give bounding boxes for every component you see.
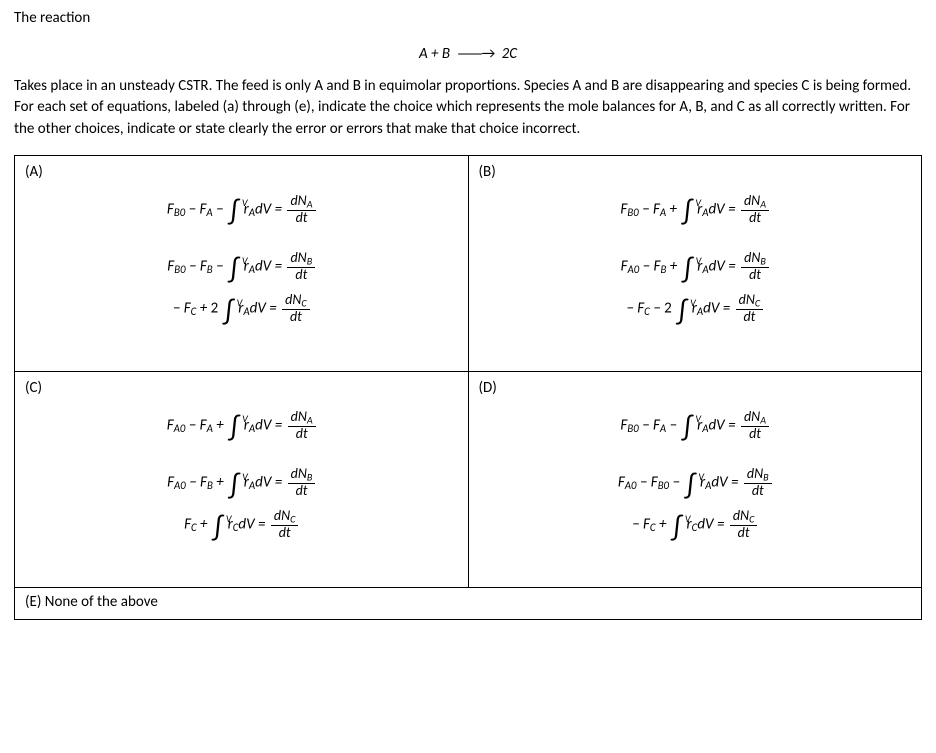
integral-icon: ∫V: [229, 203, 239, 220]
option-A-cell: (A) FB0 − FA − ∫V rAdV =: [15, 155, 469, 371]
reaction-equation: A + B ⸺→ 2C: [14, 44, 922, 66]
option-B-cell: (B) FB0 − FA + ∫V rAdV =: [468, 155, 922, 371]
integral-icon: ∫V: [682, 203, 692, 220]
fraction: dNA dt: [741, 410, 769, 442]
intro-body: Takes place in an unsteady CSTR. The fee…: [14, 76, 914, 141]
option-B-label: (B): [479, 162, 912, 184]
reaction-right: 2C: [502, 45, 517, 63]
eq-C1: FA0 − FA + ∫V rAdV = dNA dt: [167, 410, 316, 442]
integral-icon: ∫V: [682, 419, 692, 436]
eq-A3: − FC + 2 ∫V rAdV = dNC dt: [173, 293, 310, 325]
integral-icon: ∫V: [672, 519, 682, 536]
integral-icon: ∫V: [229, 261, 239, 278]
eq-C2: FA0 − FB + ∫V rAdV = dNB dt: [167, 467, 315, 499]
eq-B1: FB0 − FA + ∫V rAdV = dNA dt: [620, 194, 769, 226]
integral-icon: ∫V: [677, 303, 687, 320]
fraction: dNB dt: [744, 467, 772, 499]
option-A-equations: FB0 − FA − ∫V rAdV = dNA dt: [25, 186, 458, 333]
option-D-cell: (D) FB0 − FA − ∫V rAdV =: [468, 371, 922, 587]
eq-D1: FB0 − FA − ∫V rAdV = dNA dt: [620, 410, 769, 442]
options-table: (A) FB0 − FA − ∫V rAdV =: [14, 155, 922, 620]
option-C-label: (C): [25, 378, 458, 400]
fraction: dNA dt: [287, 194, 315, 226]
eq-A1: FB0 − FA − ∫V rAdV = dNA dt: [167, 194, 316, 226]
eq-D2: FA0 − FB0 − ∫V rAdV = dNB dt: [618, 467, 772, 499]
reaction-left: A + B: [419, 45, 450, 63]
fraction: dNC dt: [282, 293, 310, 325]
option-D-label: (D): [479, 378, 912, 400]
integral-icon: ∫V: [229, 419, 239, 436]
fraction: dNB dt: [741, 251, 769, 283]
eq-A2: FB0 − FB − ∫V rAdV = dNB dt: [167, 251, 315, 283]
option-A-label: (A): [25, 162, 458, 184]
fraction: dNB dt: [288, 467, 316, 499]
integral-icon: ∫V: [213, 519, 223, 536]
fraction: dNA dt: [741, 194, 769, 226]
eq-C3: FC + ∫V rCdV = dNC dt: [184, 509, 298, 541]
integral-icon: ∫V: [685, 477, 695, 494]
option-E-cell: (E) None of the above: [15, 587, 922, 619]
option-B-equations: FB0 − FA + ∫V rAdV = dNA dt: [479, 186, 912, 333]
integral-icon: ∫V: [224, 303, 234, 320]
fraction: dNA dt: [288, 410, 316, 442]
fraction: dNC dt: [736, 293, 764, 325]
fraction: dNC dt: [730, 509, 758, 541]
eq-D3: − FC + ∫V rCdV = dNC dt: [632, 509, 757, 541]
intro-line-1: The reaction: [14, 8, 922, 30]
option-C-equations: FA0 − FA + ∫V rAdV = dNA dt: [25, 402, 458, 549]
integral-icon: ∫V: [229, 477, 239, 494]
fraction: dNC dt: [271, 509, 299, 541]
eq-B2: FA0 − FB + ∫V rAdV = dNB dt: [621, 251, 769, 283]
reaction-arrow-icon: ⸺→: [453, 45, 498, 63]
page-root: The reaction A + B ⸺→ 2C Takes place in …: [0, 0, 936, 753]
fraction: dNB dt: [287, 251, 315, 283]
option-E-text: (E) None of the above: [25, 593, 158, 611]
option-D-equations: FB0 − FA − ∫V rAdV = dNA dt: [479, 402, 912, 549]
integral-icon: ∫V: [683, 261, 693, 278]
eq-B3: − FC − 2 ∫V rAdV = dNC dt: [626, 293, 763, 325]
option-C-cell: (C) FA0 − FA + ∫V rAdV =: [15, 371, 469, 587]
